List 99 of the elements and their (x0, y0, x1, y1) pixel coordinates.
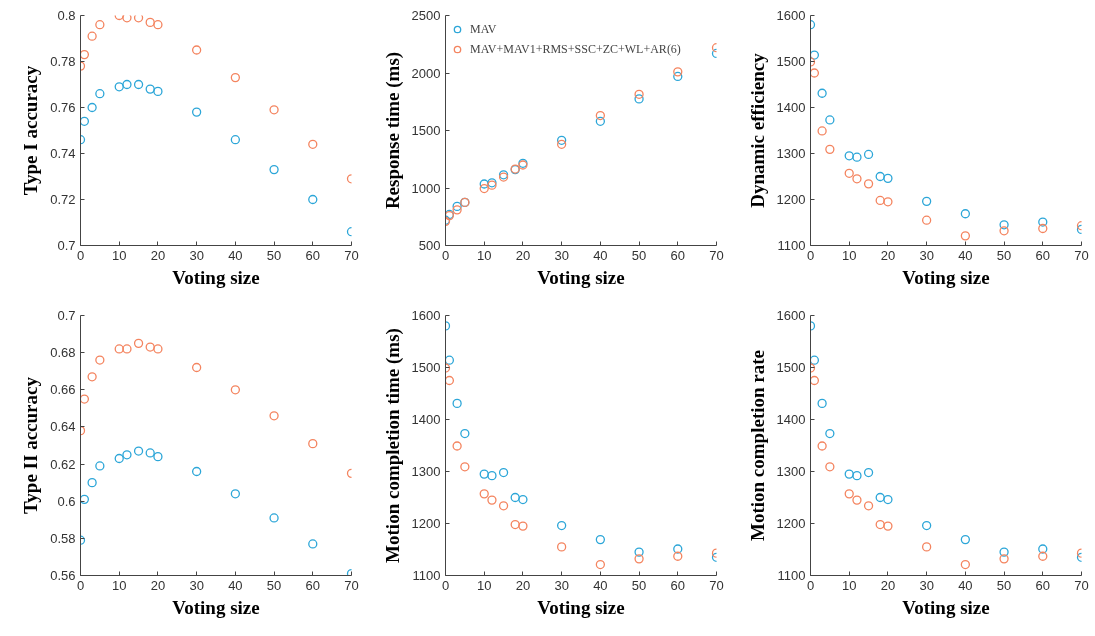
x-tick-label: 60 (670, 247, 686, 263)
x-tick-label: 50 (631, 247, 647, 263)
x-tick-label: 0 (806, 577, 815, 593)
legend-label: MAV (470, 20, 497, 38)
x-tick-label: 10 (841, 577, 857, 593)
x-axis-title: Voting size (902, 266, 990, 288)
y-tick-label: 1000 (411, 180, 441, 196)
x-tick-label: 20 (150, 247, 166, 263)
y-axis-title: Dynamic efficiency (746, 52, 768, 208)
x-tick-label: 50 (266, 247, 282, 263)
y-axis-title: Type II accuracy (20, 376, 42, 514)
x-tick-label: 10 (841, 247, 857, 263)
y-axis-title: Motion completion rate (746, 349, 768, 542)
y-tick-label: 1200 (411, 516, 441, 531)
y-tick-label: 0.72 (50, 192, 76, 207)
x-tick-label: 50 (266, 577, 282, 593)
x-tick-label: 70 (1074, 247, 1089, 263)
y-tick-label: 500 (418, 238, 441, 253)
x-tick-label: 10 (476, 247, 492, 263)
x-tick-label: 70 (344, 577, 359, 593)
y-axis-title: Type I accuracy (20, 65, 42, 196)
y-tick-label: 1600 (776, 8, 806, 23)
x-tick-label: 30 (189, 247, 204, 263)
y-tick-label: 1500 (776, 360, 806, 375)
y-tick-label: 0.6 (57, 493, 76, 509)
x-tick-label: 10 (111, 577, 127, 593)
x-tick-label: 20 (150, 577, 166, 593)
y-tick-label: 0.76 (50, 100, 76, 115)
x-tick-label: 10 (111, 247, 127, 263)
y-tick-label: 1100 (777, 238, 806, 253)
x-tick-label: 60 (1035, 247, 1051, 263)
y-tick-label: 1100 (777, 568, 806, 583)
y-axis-title: Motion completion time (ms) (381, 328, 404, 563)
y-tick-label: 1100 (412, 568, 441, 583)
y-tick-label: 0.8 (57, 8, 76, 23)
y-axis-title: Response time (ms) (381, 51, 404, 210)
x-tick-label: 60 (670, 577, 686, 593)
x-axis-title: Voting size (537, 266, 625, 288)
x-tick-label: 70 (709, 577, 724, 593)
x-tick-label: 40 (228, 577, 243, 593)
x-tick-label: 20 (880, 247, 896, 263)
y-tick-label: 0.66 (50, 382, 76, 398)
x-tick-label: 50 (996, 247, 1012, 263)
y-tick-label: 1200 (776, 192, 806, 207)
y-tick-label: 1500 (411, 123, 441, 138)
x-tick-label: 30 (919, 577, 934, 593)
x-tick-label: 50 (631, 577, 647, 593)
y-tick-label: 0.58 (50, 530, 76, 546)
x-axis-title: Voting size (172, 266, 260, 288)
x-tick-label: 40 (958, 247, 973, 263)
x-tick-label: 70 (1074, 577, 1089, 593)
y-tick-label: 0.74 (50, 146, 76, 161)
x-tick-label: 50 (996, 577, 1012, 593)
y-tick-label: 0.56 (50, 568, 76, 583)
y-tick-label: 0.78 (50, 54, 76, 69)
y-tick-label: 0.7 (57, 238, 76, 253)
x-tick-label: 0 (806, 247, 815, 263)
x-tick-label: 70 (709, 247, 724, 263)
x-tick-label: 60 (305, 247, 321, 263)
x-tick-label: 40 (593, 577, 608, 593)
x-tick-label: 0 (76, 247, 85, 263)
y-tick-label: 1300 (776, 464, 806, 479)
x-tick-label: 60 (305, 577, 321, 593)
x-tick-label: 0 (76, 577, 85, 593)
x-tick-label: 10 (476, 577, 492, 593)
x-tick-label: 30 (554, 247, 569, 263)
x-axis-title: Voting size (537, 596, 625, 618)
y-tick-label: 0.68 (50, 345, 76, 361)
x-tick-label: 60 (1035, 577, 1051, 593)
y-tick-label: 1400 (411, 412, 441, 427)
x-tick-label: 70 (344, 247, 359, 263)
legend-label: MAV+MAV1+RMS+SSC+ZC+WL+AR(6) (470, 40, 681, 58)
y-tick-label: 2500 (411, 8, 441, 23)
x-tick-label: 20 (515, 577, 531, 593)
x-tick-label: 40 (593, 247, 608, 263)
x-tick-label: 20 (880, 577, 896, 593)
y-tick-label: 1200 (776, 516, 806, 531)
x-tick-label: 30 (919, 247, 934, 263)
x-tick-label: 40 (958, 577, 973, 593)
y-tick-label: 1300 (411, 464, 441, 479)
y-tick-label: 0.62 (50, 456, 76, 472)
y-tick-label: 1600 (411, 308, 441, 323)
x-tick-label: 0 (441, 577, 450, 593)
x-axis-title: Voting size (902, 596, 990, 618)
x-tick-label: 20 (515, 247, 531, 263)
y-tick-label: 2000 (411, 65, 441, 81)
y-tick-label: 0.64 (50, 419, 76, 435)
y-tick-label: 1400 (776, 100, 806, 115)
y-tick-label: 1600 (776, 308, 806, 323)
y-tick-label: 1500 (411, 360, 441, 375)
x-tick-label: 30 (189, 577, 204, 593)
x-tick-label: 40 (228, 247, 243, 263)
x-axis-title: Voting size (172, 596, 260, 618)
x-tick-label: 0 (441, 247, 450, 263)
y-tick-label: 1300 (776, 146, 806, 161)
y-tick-label: 1400 (776, 412, 806, 427)
y-tick-label: 0.7 (57, 308, 76, 323)
y-tick-label: 1500 (776, 54, 806, 69)
x-tick-label: 30 (554, 577, 569, 593)
